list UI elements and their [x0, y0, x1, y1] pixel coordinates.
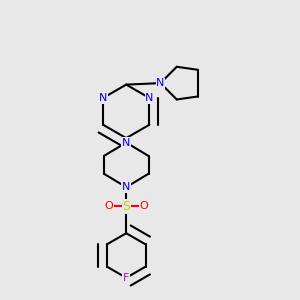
Text: O: O — [139, 202, 148, 212]
Text: S: S — [122, 200, 130, 213]
Text: N: N — [122, 182, 130, 192]
Text: O: O — [105, 202, 113, 212]
Text: N: N — [99, 93, 107, 103]
Text: N: N — [122, 138, 130, 148]
Text: N: N — [145, 93, 154, 103]
Text: F: F — [123, 273, 129, 283]
Text: N: N — [156, 78, 165, 88]
